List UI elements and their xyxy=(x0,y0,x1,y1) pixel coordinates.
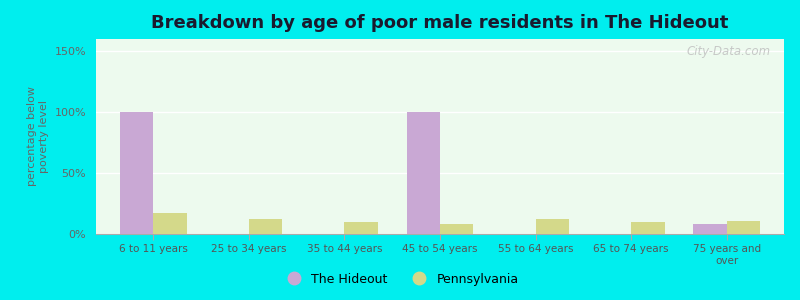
Y-axis label: percentage below
poverty level: percentage below poverty level xyxy=(27,86,49,187)
Text: City-Data.com: City-Data.com xyxy=(686,45,770,58)
Bar xyxy=(345,222,378,234)
Bar xyxy=(120,112,154,234)
Bar xyxy=(154,213,186,234)
Bar xyxy=(535,219,569,234)
Bar xyxy=(440,224,474,234)
Bar xyxy=(631,222,665,234)
Bar xyxy=(406,112,440,234)
Legend: The Hideout, Pennsylvania: The Hideout, Pennsylvania xyxy=(276,268,524,291)
Bar xyxy=(694,224,726,234)
Bar xyxy=(249,219,282,234)
Bar xyxy=(726,220,760,234)
Title: Breakdown by age of poor male residents in The Hideout: Breakdown by age of poor male residents … xyxy=(151,14,729,32)
